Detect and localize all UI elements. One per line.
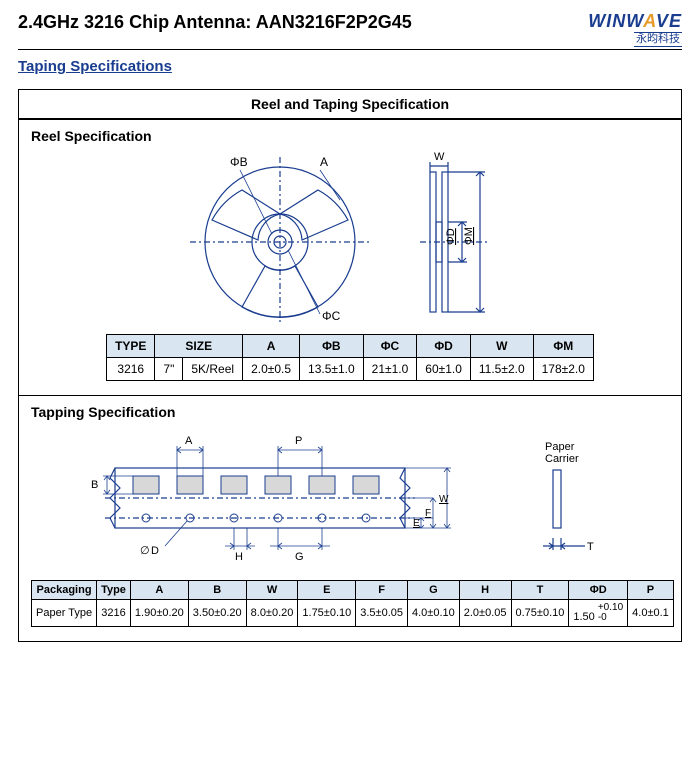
phiD-tol: +0.10 -0 bbox=[598, 603, 623, 623]
th: SIZE bbox=[155, 335, 243, 358]
reel-title: Reel Specification bbox=[31, 128, 669, 144]
tapping-diagram: A P B bbox=[31, 428, 669, 568]
label-A: A bbox=[185, 435, 193, 447]
th: A bbox=[243, 335, 300, 358]
th: ΦB bbox=[300, 335, 364, 358]
th: A bbox=[130, 581, 188, 600]
label-G: G bbox=[295, 551, 304, 563]
td: 0.75±0.10 bbox=[511, 600, 569, 627]
td: 1.90±0.20 bbox=[130, 600, 188, 627]
phiD-val: 1.50 bbox=[573, 611, 594, 623]
th: F bbox=[356, 581, 408, 600]
td: 4.0±0.10 bbox=[408, 600, 460, 627]
th: ΦD bbox=[417, 335, 471, 358]
label-D: D bbox=[151, 545, 159, 557]
page-title: 2.4GHz 3216 Chip Antenna: AAN3216F2P2G45 bbox=[18, 12, 412, 33]
label-F: F bbox=[425, 508, 431, 519]
label-A: A bbox=[320, 155, 328, 169]
reel-section: Reel Specification bbox=[19, 119, 681, 395]
th: W bbox=[470, 335, 533, 358]
td: 2.0±0.5 bbox=[243, 358, 300, 381]
td: 5K/Reel bbox=[183, 358, 243, 381]
td: 13.5±1.0 bbox=[300, 358, 364, 381]
th: T bbox=[511, 581, 569, 600]
label-P: P bbox=[295, 435, 302, 447]
th: TYPE bbox=[107, 335, 155, 358]
td: 7" bbox=[155, 358, 183, 381]
svg-text:∅: ∅ bbox=[140, 545, 150, 557]
label-paper: Paper bbox=[545, 441, 575, 453]
reel-front-svg: ΦB A ΦC bbox=[180, 152, 380, 322]
page-header: 2.4GHz 3216 Chip Antenna: AAN3216F2P2G45… bbox=[18, 12, 682, 50]
table-row: Paper Type 3216 1.90±0.20 3.50±0.20 8.0±… bbox=[32, 600, 674, 627]
tapping-title: Tapping Specification bbox=[31, 404, 669, 420]
table-row: 3216 7" 5K/Reel 2.0±0.5 13.5±1.0 21±1.0 … bbox=[107, 358, 594, 381]
label-phiC: ΦC bbox=[322, 309, 341, 322]
th: E bbox=[298, 581, 356, 600]
td: 60±1.0 bbox=[417, 358, 471, 381]
td: 3.5±0.05 bbox=[356, 600, 408, 627]
label-B: B bbox=[91, 479, 98, 491]
box-title: Reel and Taping Specification bbox=[19, 90, 681, 119]
td: 1.75±0.10 bbox=[298, 600, 356, 627]
spec-box: Reel and Taping Specification Reel Speci… bbox=[18, 89, 682, 642]
th: W bbox=[246, 581, 298, 600]
label-W: W bbox=[434, 152, 445, 163]
td: Paper Type bbox=[32, 600, 97, 627]
tapping-section: Tapping Specification bbox=[19, 395, 681, 641]
label-phiD: ΦD bbox=[445, 228, 457, 245]
label-T: T bbox=[587, 541, 594, 553]
td: 3216 bbox=[107, 358, 155, 381]
td-phiD: 1.50 +0.10 -0 bbox=[569, 600, 628, 627]
th: B bbox=[188, 581, 246, 600]
th: Packaging bbox=[32, 581, 97, 600]
th: Type bbox=[97, 581, 131, 600]
carrier-svg: Paper Carrier T bbox=[525, 428, 615, 568]
phiD-bot: -0 bbox=[598, 612, 607, 623]
label-H: H bbox=[235, 551, 243, 563]
th: ΦC bbox=[363, 335, 417, 358]
logo-text: WINWAVE bbox=[588, 12, 682, 30]
th: ΦM bbox=[533, 335, 593, 358]
tape-svg: A P B bbox=[85, 428, 505, 568]
label-phiM: ΦM bbox=[463, 227, 475, 245]
label-phiB: ΦB bbox=[230, 155, 248, 169]
reel-diagram: ΦB A ΦC bbox=[31, 152, 669, 322]
label-W: W bbox=[439, 494, 449, 505]
th: ΦD bbox=[569, 581, 628, 600]
section-title: Taping Specifications bbox=[18, 58, 682, 75]
td: 2.0±0.05 bbox=[459, 600, 511, 627]
logo-subtext: 永昀科技 bbox=[634, 32, 682, 47]
td: 3216 bbox=[97, 600, 131, 627]
table-header-row: TYPE SIZE A ΦB ΦC ΦD W ΦM bbox=[107, 335, 594, 358]
td: 3.50±0.20 bbox=[188, 600, 246, 627]
reel-side-svg: W ΦD ΦM bbox=[400, 152, 520, 322]
tapping-table: Packaging Type A B W E F G H T ΦD P Pape… bbox=[31, 580, 674, 627]
label-E: E bbox=[413, 518, 420, 529]
td: 4.0±0.1 bbox=[628, 600, 674, 627]
th: H bbox=[459, 581, 511, 600]
reel-table: TYPE SIZE A ΦB ΦC ΦD W ΦM 3216 7" 5K/Ree… bbox=[106, 334, 594, 381]
th: P bbox=[628, 581, 674, 600]
td: 8.0±0.20 bbox=[246, 600, 298, 627]
td: 21±1.0 bbox=[363, 358, 417, 381]
td: 11.5±2.0 bbox=[470, 358, 533, 381]
table-header-row: Packaging Type A B W E F G H T ΦD P bbox=[32, 581, 674, 600]
td: 178±2.0 bbox=[533, 358, 593, 381]
th: G bbox=[408, 581, 460, 600]
label-carrier: Carrier bbox=[545, 453, 579, 465]
company-logo: WINWAVE 永昀科技 bbox=[588, 12, 682, 47]
